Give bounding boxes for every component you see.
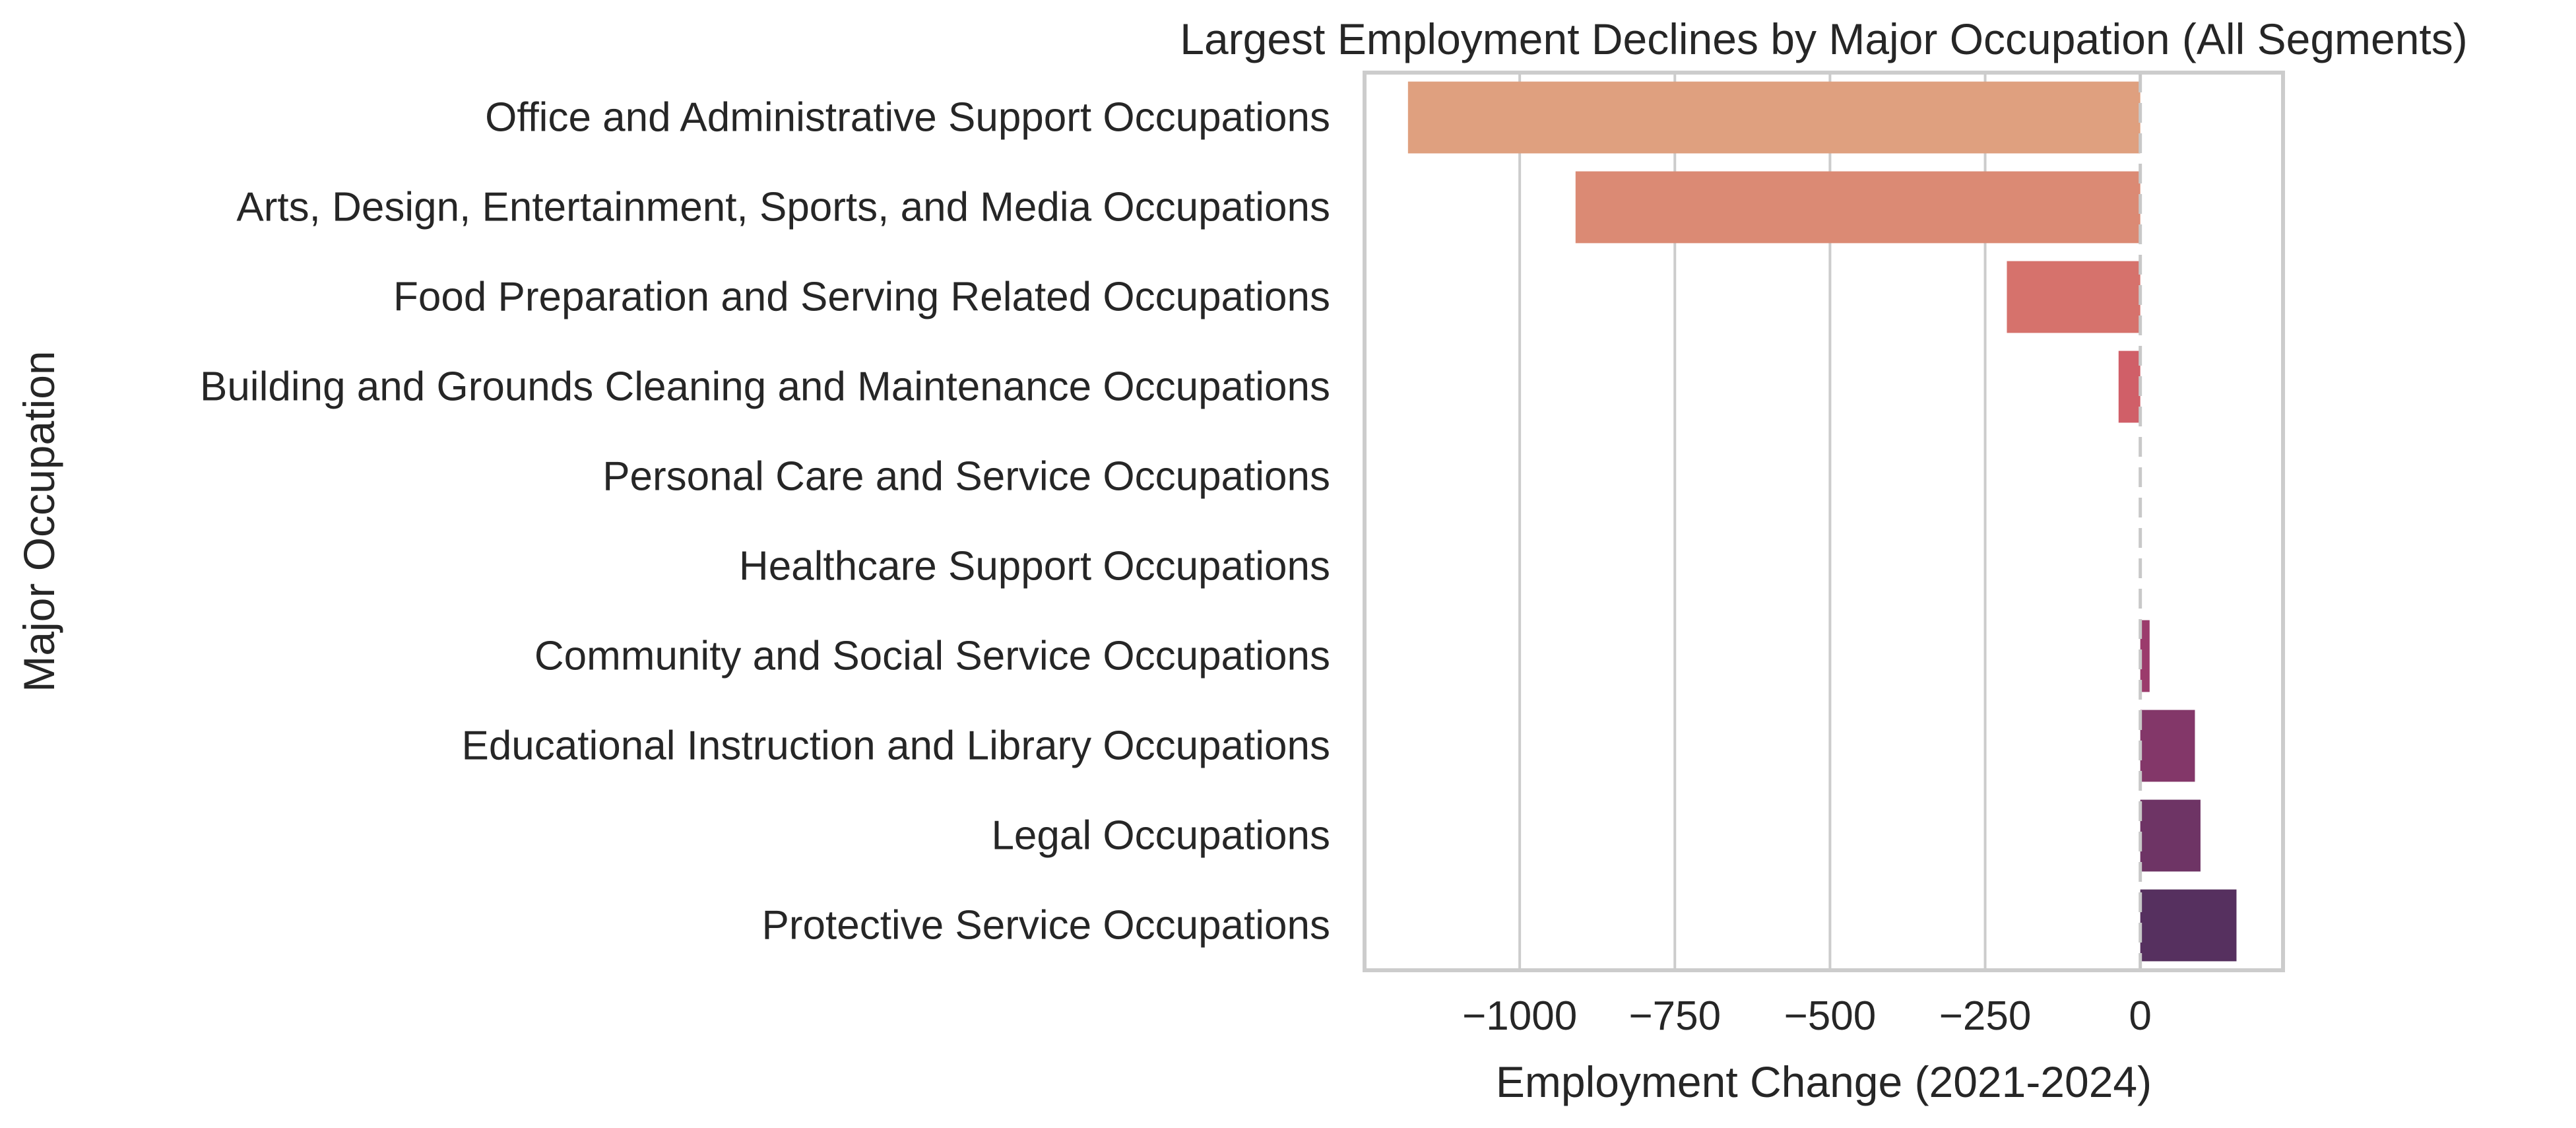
y-axis-label: Major Occupation: [15, 350, 63, 692]
chart-title: Largest Employment Declines by Major Occ…: [1180, 15, 2467, 63]
bar: [2140, 799, 2201, 872]
category-label: Office and Administrative Support Occupa…: [485, 95, 1330, 141]
category-label: Protective Service Occupations: [762, 903, 1331, 948]
x-tick-label: −750: [1628, 993, 1721, 1039]
category-labels: Office and Administrative Support Occupa…: [200, 95, 1330, 948]
x-axis-label: Employment Change (2021-2024): [1496, 1057, 2152, 1106]
category-label: Food Preparation and Serving Related Occ…: [393, 275, 1330, 320]
bar: [2118, 350, 2141, 423]
bar: [2140, 710, 2195, 782]
x-tick-label: −250: [1939, 993, 2032, 1039]
bar: [2140, 889, 2237, 962]
category-label: Healthcare Support Occupations: [739, 544, 1330, 589]
category-label: Arts, Design, Entertainment, Sports, and…: [236, 185, 1330, 230]
bar: [1575, 171, 2141, 244]
category-label: Community and Social Service Occupations: [534, 634, 1330, 679]
x-tick-label: −500: [1784, 993, 1877, 1039]
x-tick-label: 0: [2129, 993, 2151, 1039]
bar: [2140, 620, 2150, 692]
bar-layer: [1407, 81, 2237, 962]
category-label: Educational Instruction and Library Occu…: [461, 723, 1330, 769]
category-label: Personal Care and Service Occupations: [602, 454, 1330, 500]
category-label: Legal Occupations: [991, 813, 1330, 859]
x-tick-labels: −1000 −750 −500 −250 0: [1462, 993, 2152, 1039]
bar: [1407, 81, 2141, 154]
plot-frame: [1363, 71, 2285, 972]
x-tick-label: −1000: [1462, 993, 1577, 1039]
category-label: Building and Grounds Cleaning and Mainte…: [200, 364, 1330, 410]
bar: [2007, 261, 2141, 333]
